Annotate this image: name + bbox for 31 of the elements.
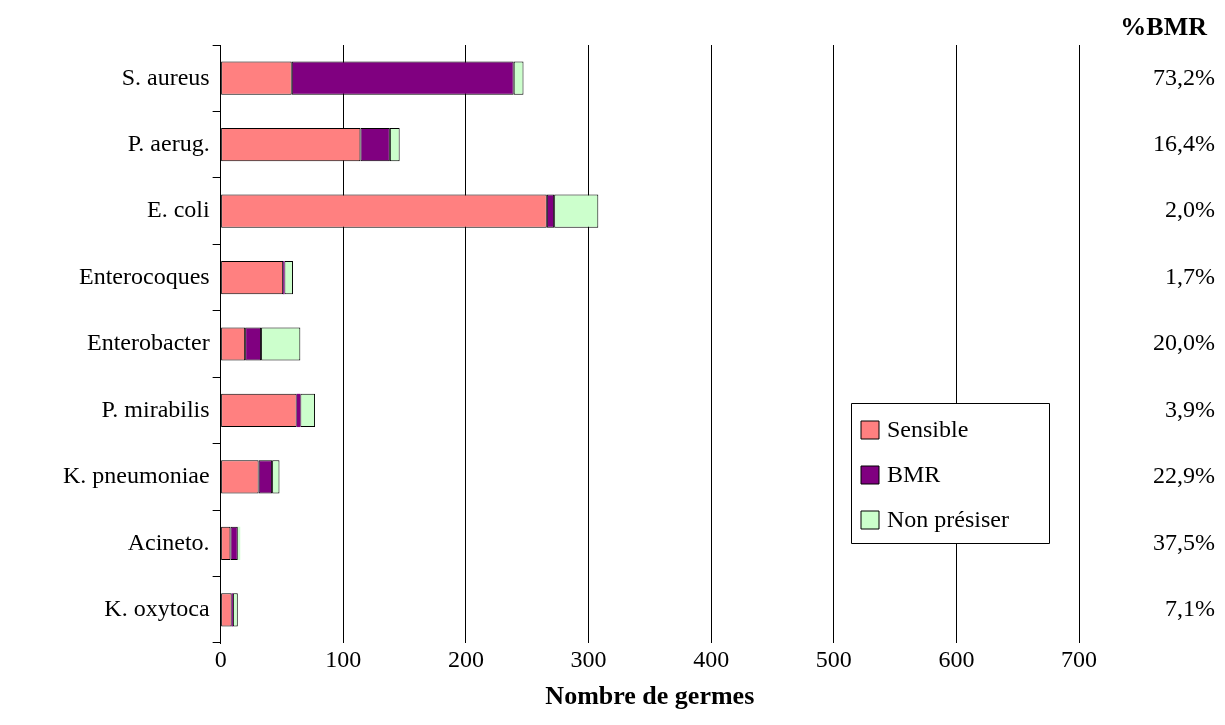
x-tick-label: 500	[815, 645, 852, 672]
text: %BMR	[1120, 11, 1208, 41]
text: 20,0%	[1153, 329, 1215, 356]
legend-label: Non présiser	[887, 506, 1009, 533]
x-tick-label: 100	[325, 645, 362, 672]
y-tick-label: K. pneumoniae	[63, 462, 210, 489]
x-tick-label: 300	[570, 645, 607, 672]
y-tick-label: Acineto.	[127, 528, 210, 555]
y-tick-label: P. mirabilis	[101, 395, 210, 422]
y-tick-label: E. coli	[146, 196, 210, 223]
y-tick-label: P. aerug.	[127, 129, 210, 156]
x-tick-label: 600	[938, 645, 975, 672]
x-axis-title: Nombre de germes	[545, 681, 755, 711]
y-tick-label: Enterocoques	[79, 262, 210, 289]
y-tick-label: K. oxytoca	[104, 595, 210, 622]
y-tick-label: Enterobacter	[87, 329, 210, 356]
x-tick-label: 400	[693, 645, 730, 672]
text: 3,9%	[1165, 395, 1215, 422]
text: 2,0%	[1165, 196, 1215, 223]
text: 73,2%	[1153, 63, 1215, 90]
text: 7,1%	[1165, 595, 1215, 622]
text: 16,4%	[1153, 129, 1215, 156]
x-tick-label: 200	[447, 645, 484, 672]
x-tick-label: 700	[1061, 645, 1097, 672]
y-tick-label: S. aureus	[121, 63, 210, 90]
legend-label: BMR	[887, 461, 941, 488]
text: 1,7%	[1165, 262, 1215, 289]
legend-label: Sensible	[887, 416, 969, 443]
text: 37,5%	[1153, 528, 1215, 555]
text: 22,9%	[1153, 462, 1215, 489]
x-tick-label: 0	[214, 645, 227, 672]
